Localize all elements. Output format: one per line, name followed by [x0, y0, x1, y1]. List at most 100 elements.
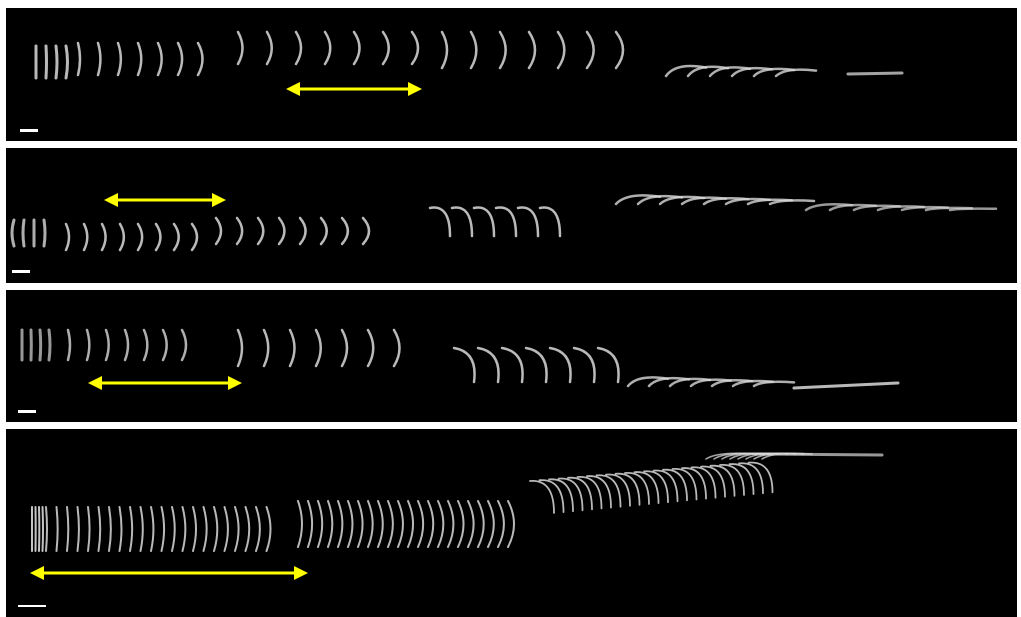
- filament: [576, 476, 603, 510]
- filament: [97, 506, 102, 552]
- filament: [255, 506, 261, 552]
- filament: [45, 506, 48, 552]
- filament: [410, 30, 420, 66]
- filament: [477, 500, 485, 548]
- filament: [10, 218, 16, 248]
- filament: [244, 506, 251, 552]
- filament: [643, 470, 669, 504]
- filament: [340, 328, 349, 368]
- filament: [82, 222, 89, 252]
- filament: [38, 328, 43, 362]
- filament: [262, 328, 270, 368]
- filament: [236, 30, 244, 66]
- filament: [476, 346, 500, 384]
- filament: [190, 222, 199, 252]
- filament: [76, 41, 82, 77]
- filament: [387, 500, 394, 548]
- panel-1-double-arrow: [286, 82, 422, 96]
- filament: [754, 452, 884, 457]
- filament: [572, 346, 596, 384]
- filament: [123, 328, 130, 362]
- filament: [792, 381, 900, 390]
- filament: [407, 500, 415, 548]
- filament: [108, 506, 112, 552]
- filament: [64, 222, 71, 252]
- filament: [709, 464, 736, 497]
- filament: [223, 506, 229, 552]
- filament: [719, 464, 745, 496]
- filament: [417, 500, 425, 548]
- panel-3: [6, 290, 1017, 422]
- panel-4: [6, 429, 1017, 617]
- filament: [327, 500, 334, 548]
- filament: [548, 478, 574, 513]
- filament: [192, 506, 197, 552]
- filament: [161, 328, 168, 362]
- panel-3-image: [18, 328, 900, 413]
- filament: [567, 476, 593, 511]
- filament: [392, 328, 401, 368]
- filament: [96, 41, 102, 77]
- filament: [556, 30, 566, 70]
- panel-3-filaments: [20, 328, 900, 390]
- filament: [361, 216, 371, 246]
- filament: [85, 328, 91, 362]
- filament: [948, 207, 998, 212]
- filament: [150, 506, 155, 552]
- filament: [467, 500, 475, 548]
- filament: [213, 506, 219, 552]
- filament: [846, 71, 904, 76]
- filament: [116, 41, 123, 77]
- filament: [450, 206, 474, 238]
- filament: [21, 218, 26, 248]
- filament: [118, 222, 126, 252]
- filament: [428, 206, 452, 238]
- filament: [156, 41, 163, 77]
- filament: [529, 480, 555, 514]
- filament: [452, 346, 476, 384]
- filament: [288, 328, 296, 368]
- panel-2-image: [10, 193, 998, 273]
- filament: [366, 328, 375, 368]
- filament: [524, 346, 548, 384]
- filament: [176, 41, 184, 77]
- filament: [738, 462, 764, 495]
- filament: [605, 473, 631, 507]
- filament: [277, 216, 286, 246]
- filament: [352, 30, 361, 66]
- filament: [214, 216, 223, 246]
- filament: [747, 461, 774, 494]
- filament: [662, 468, 688, 502]
- filament: [681, 467, 707, 500]
- filament: [139, 506, 144, 552]
- filament: [397, 500, 404, 548]
- filament: [367, 500, 374, 548]
- filament: [347, 500, 354, 548]
- filament: [234, 506, 240, 552]
- filament: [54, 44, 59, 80]
- filament: [64, 44, 69, 80]
- panel-2-filaments: [10, 194, 998, 252]
- filament: [700, 465, 726, 498]
- filament: [129, 506, 134, 552]
- filament: [265, 30, 273, 66]
- filament: [377, 500, 384, 548]
- filament: [171, 506, 176, 552]
- filament: [774, 68, 818, 78]
- filament: [314, 328, 322, 368]
- filament: [457, 500, 465, 548]
- filament: [307, 500, 314, 548]
- filament: [47, 328, 52, 362]
- filament: [585, 30, 595, 70]
- panel-3-double-arrow: [88, 376, 242, 390]
- filament: [154, 222, 162, 252]
- filament: [319, 216, 328, 246]
- filament: [44, 44, 48, 80]
- panel-1-image: [20, 30, 904, 132]
- filament: [236, 328, 244, 368]
- filament: [690, 466, 717, 499]
- panel-1: [6, 8, 1017, 141]
- filament: [447, 500, 455, 548]
- panel-1-scale-bar: [20, 129, 38, 132]
